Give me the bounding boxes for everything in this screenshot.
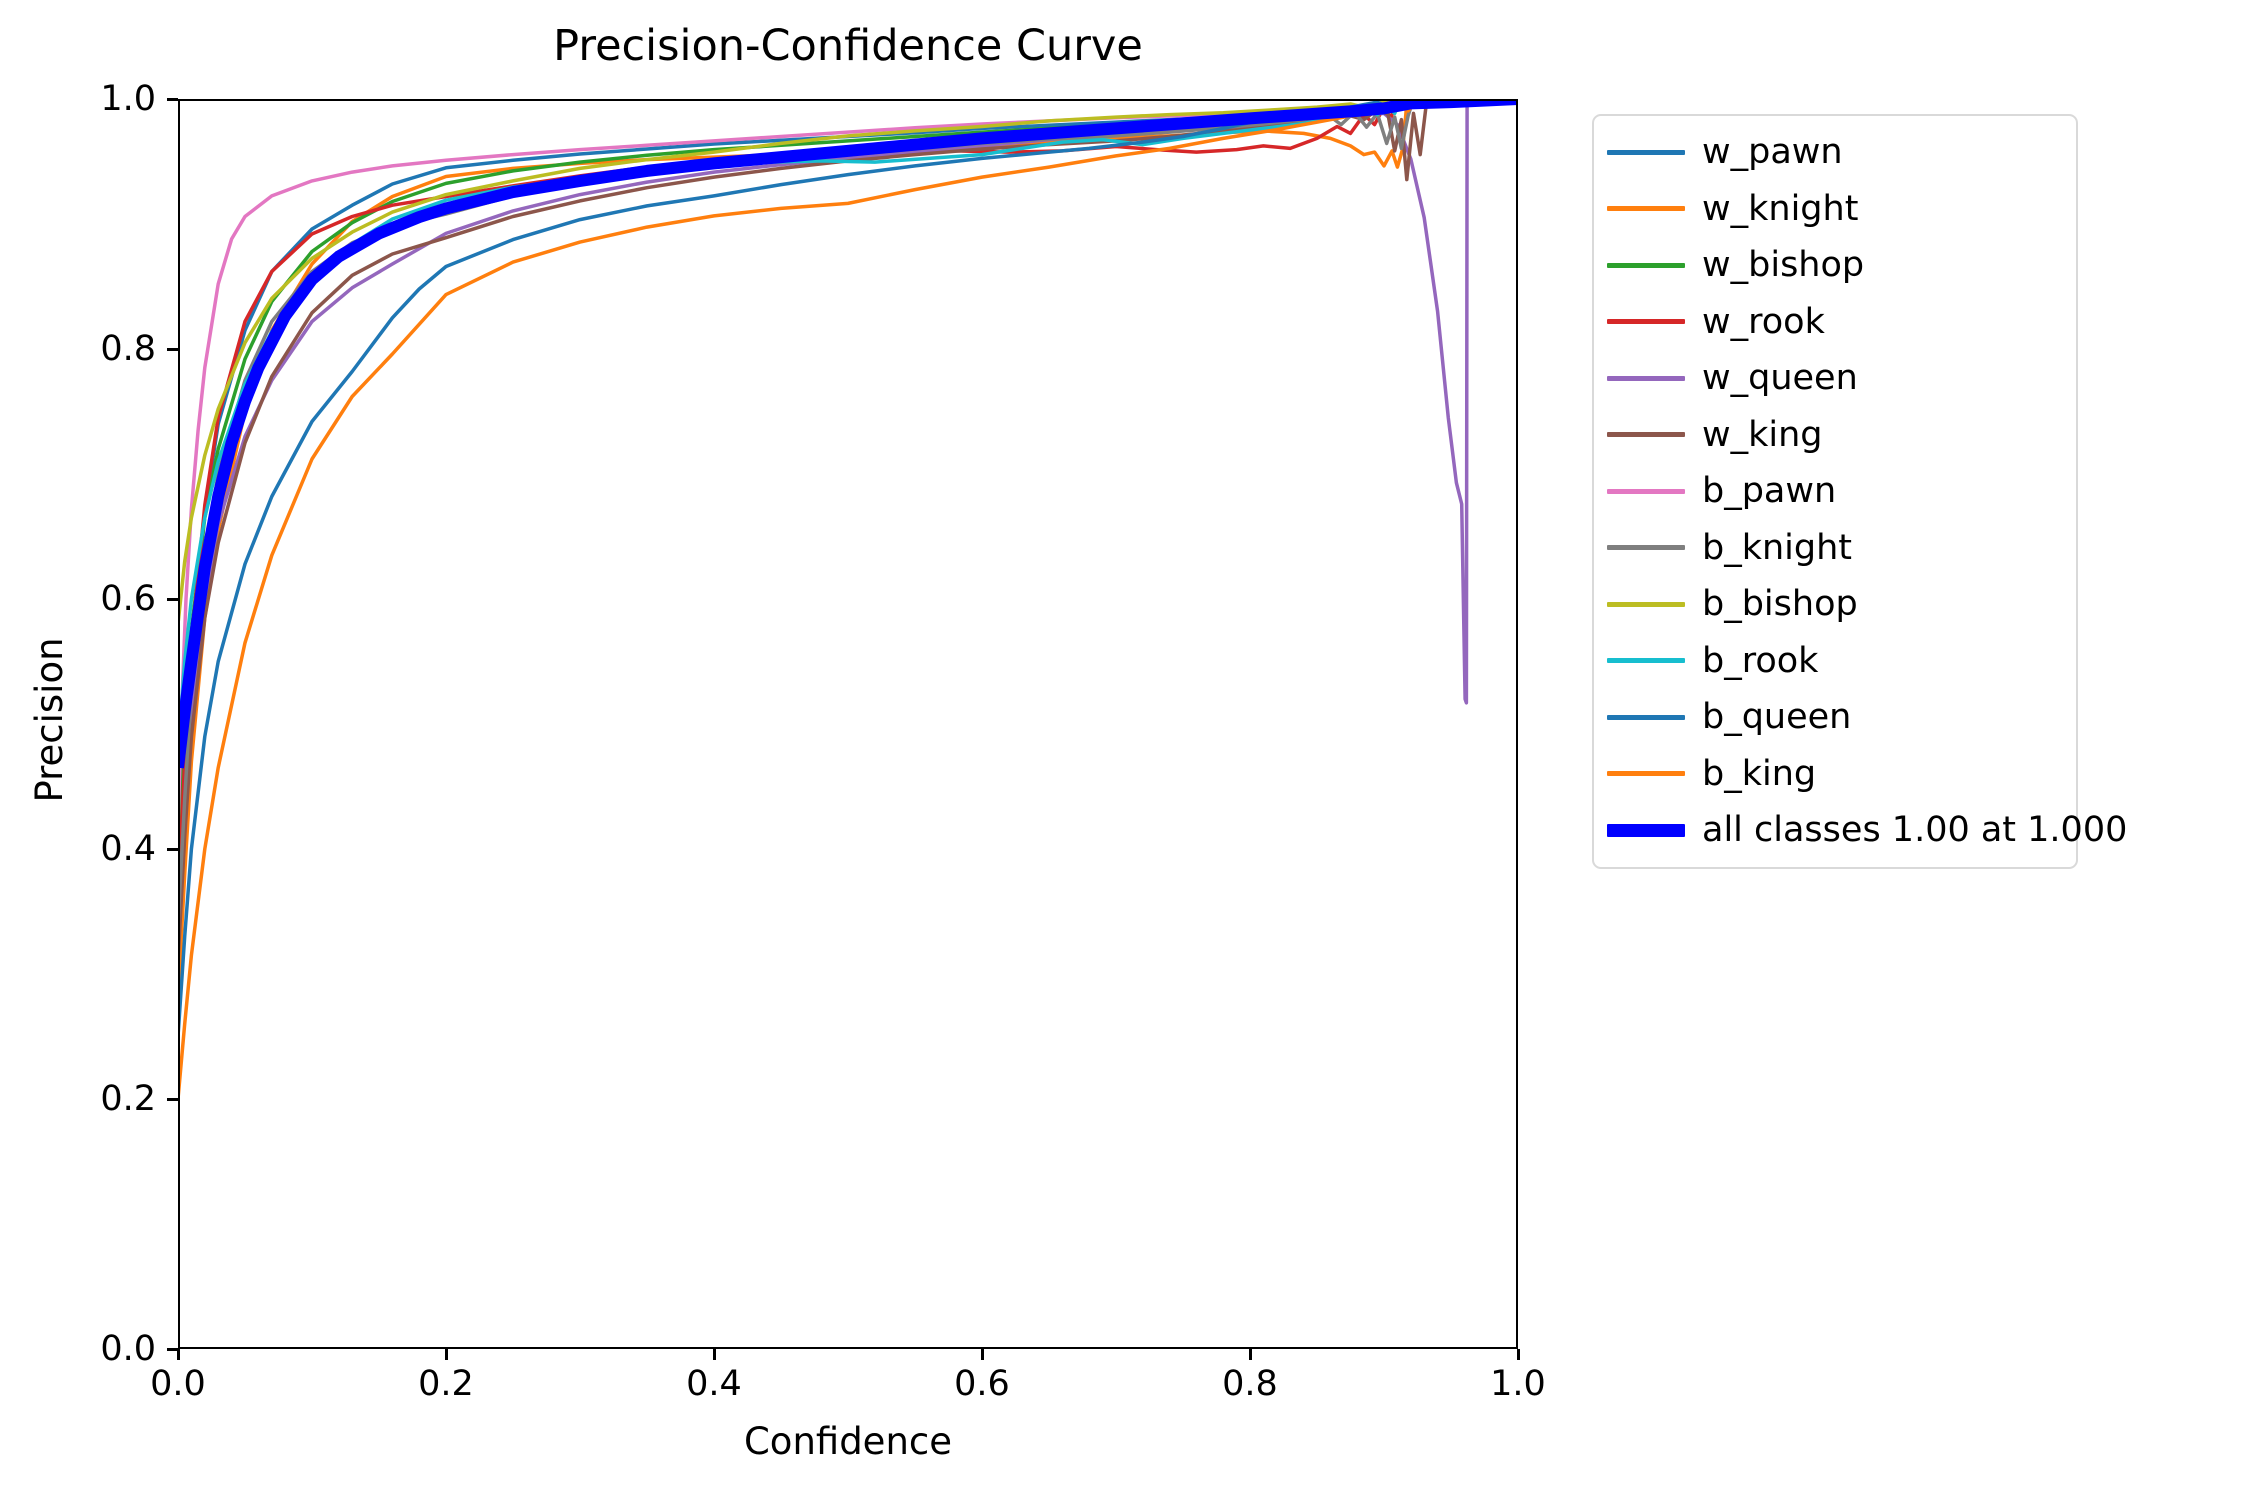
legend-item-b-rook: b_rook [1607,633,2076,690]
y-axis-label: Precision [28,637,71,803]
legend-line-swatch-all-classes [1607,823,1685,837]
y-tick-mark-1 [167,1097,178,1101]
legend-line-swatch-b-queen [1607,714,1685,720]
legend-item-w-knight: w_knight [1607,181,2076,238]
legend-item-b-queen: b_queen [1607,689,2076,746]
x-tick-mark-5 [1516,1349,1520,1360]
x-tick-label-1: 0.2 [418,1364,474,1404]
curve-w-queen [178,99,1469,937]
x-tick-label-2: 0.4 [686,1364,742,1404]
legend-label-b-king: b_king [1702,753,1817,794]
legend-line-swatch-b-bishop [1607,601,1685,607]
legend-line-swatch-w-knight [1607,206,1685,212]
x-tick-mark-3 [980,1349,984,1360]
curve-b-rook [178,99,1407,750]
curve-w-bishop [178,99,1409,850]
curve-all-classes [178,99,1518,769]
legend-line-swatch-b-rook [1607,658,1685,664]
curve-b-king [178,99,1419,1100]
legend-item-b-bishop: b_bishop [1607,576,2076,633]
legend-line-swatch-w-rook [1607,319,1685,325]
legend-line-swatch-w-bishop [1607,262,1685,268]
legend-label-b-rook: b_rook [1702,640,1819,681]
chart-title: Precision-Confidence Curve [553,21,1143,71]
curve-b-bishop [178,99,1423,625]
legend-line-swatch-w-queen [1607,375,1685,381]
curve-w-pawn [178,99,1419,975]
y-tick-label-2: 0.4 [100,829,156,869]
x-tick-mark-4 [1248,1349,1252,1360]
y-axis-label-wrap: Precision [27,320,73,802]
legend-line-swatch-w-king [1607,432,1685,438]
x-tick-label-4: 0.8 [1222,1364,1278,1404]
y-tick-label-1: 0.2 [100,1079,156,1119]
legend-line-swatch-b-king [1607,771,1685,777]
plot-curves [178,99,1518,1100]
y-tick-label-0: 0.0 [100,1329,156,1369]
legend-item-all-classes: all classes 1.00 at 1.000 [1607,802,2127,859]
x-axis-label: Confidence [743,1420,953,1463]
legend-item-w-rook: w_rook [1607,294,2076,351]
legend-item-b-pawn: b_pawn [1607,463,2076,520]
x-tick-mark-1 [444,1349,448,1360]
legend-label-b-bishop: b_bishop [1702,584,1858,625]
y-tick-mark-3 [167,597,178,601]
y-tick-mark-0 [167,1347,178,1351]
x-tick-label-5: 1.0 [1490,1364,1546,1404]
legend-label-b-knight: b_knight [1702,527,1853,568]
y-tick-label-4: 0.8 [100,329,156,369]
legend-item-b-king: b_king [1607,746,2076,803]
legend: w_pawn w_knight w_bishop w_rook w_queen w_kin… [1592,114,2127,869]
legend-item-w-queen: w_queen [1607,350,2076,407]
legend-label-w-rook: w_rook [1702,301,1825,342]
legend-item-b-knight: b_knight [1607,520,2076,577]
y-tick-label-5: 1.0 [100,79,156,119]
curve-w-king [178,99,1429,962]
legend-label-w-king: w_king [1702,414,1823,455]
legend-item-w-bishop: w_bishop [1607,237,2076,294]
y-tick-mark-2 [167,847,178,851]
legend-label-w-pawn: w_pawn [1702,132,1843,173]
legend-line-swatch-b-pawn [1607,488,1685,494]
y-tick-label-3: 0.6 [100,579,156,619]
legend-label-b-pawn: b_pawn [1702,471,1837,512]
x-tick-label-3: 0.6 [954,1364,1010,1404]
legend-item-w-king: w_king [1607,407,2076,464]
x-tick-mark-2 [712,1349,716,1360]
legend-label-b-queen: b_queen [1702,697,1852,738]
legend-label-w-bishop: w_bishop [1702,245,1865,286]
legend-label-w-knight: w_knight [1702,188,1859,229]
x-tick-label-0: 0.0 [150,1364,206,1404]
legend-label-all-classes: all classes 1.00 at 1.000 [1702,810,2128,851]
curve-b-knight [178,99,1416,925]
x-tick-mark-0 [176,1349,180,1360]
legend-line-swatch-b-knight [1607,545,1685,551]
plot-area [178,99,1518,1349]
legend-line-swatch-w-pawn [1607,149,1685,155]
y-tick-mark-5 [167,97,178,101]
legend-label-w-queen: w_queen [1702,358,1858,399]
y-tick-mark-4 [167,347,178,351]
legend-item-w-pawn: w_pawn [1607,124,2076,181]
curve-w-knight [178,99,1410,1000]
